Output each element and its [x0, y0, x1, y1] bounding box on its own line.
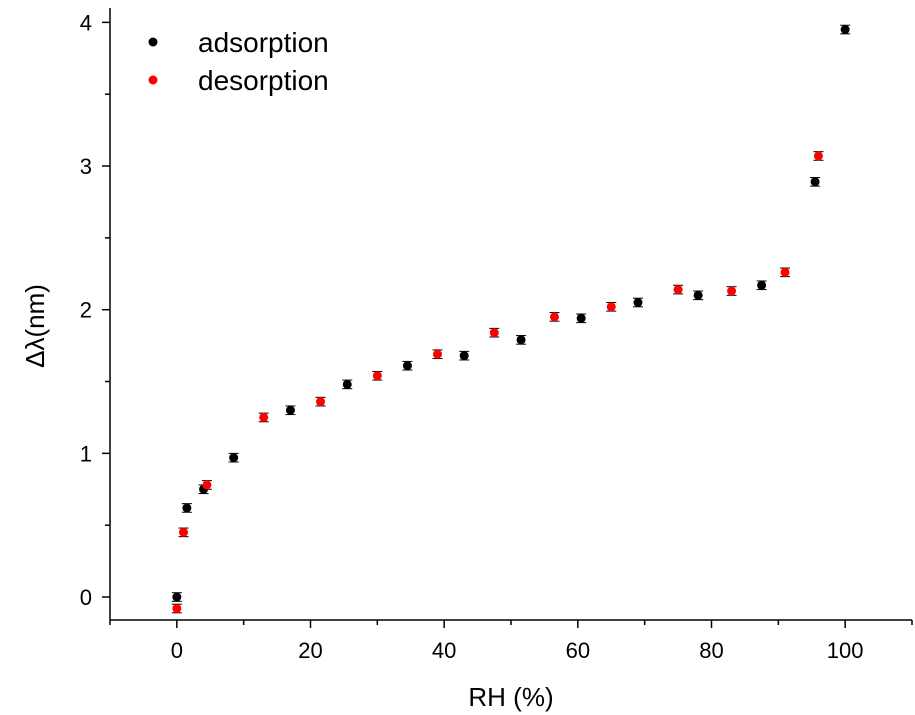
data-point — [813, 151, 823, 161]
x-tick-label: 40 — [432, 638, 456, 663]
axes: 0 20 40 60 80 100 0 1 2 3 4 — [80, 8, 913, 663]
x-axis-title: RH (%) — [468, 682, 553, 712]
data-point — [757, 280, 767, 290]
series-adsorption — [171, 24, 851, 602]
data-point — [516, 335, 526, 345]
data-point — [229, 453, 239, 463]
y-tick-label: 3 — [80, 154, 92, 179]
y-tick-label: 0 — [80, 585, 92, 610]
y-tick-label: 4 — [80, 10, 92, 35]
data-point — [810, 177, 820, 187]
data-point — [372, 371, 382, 381]
data-point — [606, 302, 616, 312]
data-point — [259, 412, 269, 422]
x-tick-label: 0 — [171, 638, 183, 663]
y-tick-label: 1 — [80, 441, 92, 466]
legend-item-desorption: desorption — [148, 65, 329, 96]
legend-label-desorption: desorption — [198, 65, 329, 96]
data-point — [172, 604, 182, 614]
data-point — [673, 285, 683, 295]
data-point — [182, 503, 192, 513]
legend: adsorption desorption — [148, 27, 329, 96]
x-tick-label: 20 — [298, 638, 322, 663]
y-axis-title: Δλ(nm) — [20, 284, 50, 368]
series-layer — [171, 24, 851, 614]
data-point — [459, 351, 469, 361]
data-point — [489, 328, 499, 338]
x-tick-label: 60 — [566, 638, 590, 663]
data-point — [342, 379, 352, 389]
legend-marker-adsorption — [148, 37, 158, 47]
data-point — [693, 290, 703, 300]
data-point — [840, 25, 850, 35]
legend-label-adsorption: adsorption — [198, 27, 329, 58]
data-point — [780, 267, 790, 277]
data-point — [172, 592, 182, 602]
data-point — [179, 527, 189, 537]
data-point — [633, 298, 643, 308]
data-point — [727, 286, 737, 296]
data-point — [402, 361, 412, 371]
y-ticks: 0 1 2 3 4 — [80, 10, 110, 610]
data-point — [285, 405, 295, 415]
x-tick-label: 100 — [827, 638, 864, 663]
data-point — [576, 313, 586, 323]
data-point — [432, 349, 442, 359]
data-point — [202, 480, 212, 490]
x-tick-label: 80 — [699, 638, 723, 663]
x-ticks: 0 20 40 60 80 100 — [109, 620, 913, 663]
data-point — [549, 312, 559, 322]
legend-item-adsorption: adsorption — [148, 27, 329, 58]
y-tick-label: 2 — [80, 298, 92, 323]
series-desorption — [171, 151, 824, 614]
data-point — [316, 397, 326, 407]
legend-marker-desorption — [148, 75, 158, 85]
